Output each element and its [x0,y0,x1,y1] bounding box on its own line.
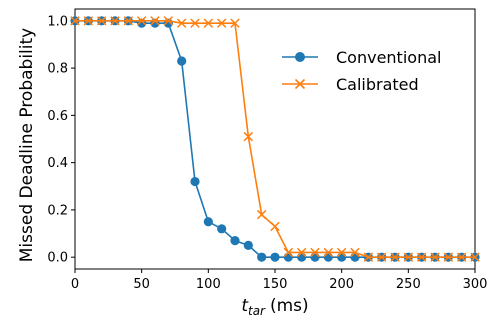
y-tick-label: 0.2 [47,203,68,218]
data-point-conventional [310,252,320,262]
data-point-calibrated [323,247,334,258]
data-point-calibrated [216,18,227,28]
data-point-calibrated [110,16,120,26]
data-point-calibrated [176,18,187,28]
data-point-calibrated [70,16,80,26]
data-point-calibrated [470,252,480,262]
y-tick-label: 1.0 [47,14,68,29]
data-point-calibrated [136,16,147,26]
data-point-calibrated [123,16,134,26]
data-point-conventional [323,252,333,262]
data-point-conventional [190,176,200,187]
x-axis-label-subscript: tar [248,304,266,318]
data-point-calibrated [96,16,107,26]
data-point-calibrated [376,252,387,262]
data-point-calibrated [163,16,174,26]
data-point-calibrated [456,252,467,262]
legend-marker-calibrated [294,78,306,90]
data-point-calibrated [150,16,160,26]
data-point-calibrated [83,16,94,26]
data-point-calibrated [350,247,360,258]
data-point-conventional [177,56,187,66]
data-point-calibrated [430,252,440,262]
data-point-calibrated [230,18,240,28]
data-point-calibrated [443,252,454,262]
data-point-conventional [283,252,293,262]
x-tick-label: 100 [196,277,221,292]
x-tick-label: 200 [329,277,354,292]
data-point-calibrated [243,131,254,142]
data-point-conventional [297,252,307,262]
data-point-conventional [217,224,227,234]
data-point-conventional [257,252,267,262]
data-point-calibrated [190,18,200,28]
x-tick-label: 0 [71,277,79,292]
data-point-conventional [230,236,240,246]
y-axis-ticks: 0.0 0.2 0.4 0.6 0.8 1.0 [47,14,75,266]
data-point-calibrated [310,247,320,258]
y-tick-label: 0.6 [47,109,68,124]
legend: Conventional Calibrated [282,48,441,94]
x-axis-label: ttar (ms) [241,296,308,318]
data-point-conventional [243,240,253,250]
legend-label-conventional: Conventional [336,48,441,67]
x-tick-label: 250 [396,277,421,292]
x-tick-label: 50 [133,277,150,292]
data-point-conventional [203,217,213,227]
data-point-calibrated [283,247,294,258]
data-point-calibrated [390,252,400,262]
x-tick-label: 300 [463,277,488,292]
data-point-calibrated [336,247,347,258]
x-tick-label: 150 [263,277,288,292]
x-axis-ticks: 0 50 100 150 200 250 300 [71,269,488,292]
y-tick-label: 0.8 [47,62,68,77]
data-point-calibrated [203,18,214,28]
data-point-calibrated [256,209,267,220]
data-point-conventional [270,252,280,262]
y-tick-label: 0.0 [47,251,68,266]
data-point-conventional [337,252,347,262]
data-point-calibrated [403,252,414,262]
legend-marker-conventional [295,52,305,62]
data-point-calibrated [270,221,280,232]
y-tick-label: 0.4 [47,156,68,171]
data-point-calibrated [416,252,427,262]
series-layer [70,16,480,262]
data-point-calibrated [363,252,374,262]
x-axis-label-base: t [241,296,249,316]
legend-label-calibrated: Calibrated [336,75,419,94]
y-axis-label: Missed Deadline Probability [17,28,37,262]
data-point-calibrated [296,247,307,258]
x-axis-label-unit: (ms) [270,296,309,316]
